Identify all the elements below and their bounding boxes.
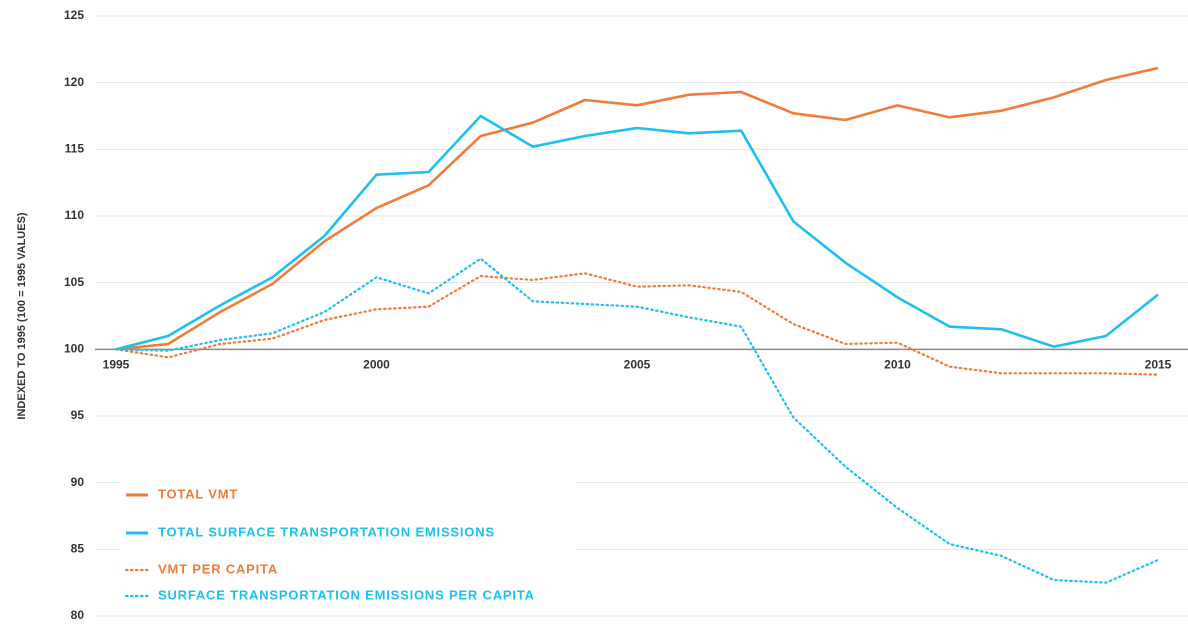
y-tick-label: 85 — [71, 542, 85, 556]
x-tick-label: 2010 — [884, 358, 911, 372]
legend-background — [120, 480, 575, 610]
legend-label: TOTAL VMT — [158, 486, 238, 501]
legend-label: SURFACE TRANSPORTATION EMISSIONS PER CAP… — [158, 587, 535, 602]
y-tick-label: 110 — [65, 208, 85, 222]
y-tick-label: 125 — [64, 8, 84, 22]
legend-label: VMT PER CAPITA — [158, 561, 278, 576]
series-line — [114, 257, 1160, 584]
y-tick-label: 120 — [64, 75, 84, 89]
legend-label: TOTAL SURFACE TRANSPORTATION EMISSIONS — [158, 524, 495, 539]
y-tick-label: 100 — [64, 342, 84, 356]
y-tick-label: 95 — [71, 408, 85, 422]
series-line — [115, 66, 1159, 351]
x-tick-label: 2015 — [1145, 358, 1172, 372]
x-tick-label: 2000 — [363, 358, 390, 372]
y-tick-label: 80 — [71, 608, 85, 622]
x-tick-label: 1995 — [103, 358, 130, 372]
x-tick-label: 2005 — [624, 358, 651, 372]
y-tick-label: 115 — [65, 142, 85, 156]
series-line — [115, 114, 1159, 351]
series-line — [114, 272, 1160, 376]
y-tick-label: 90 — [71, 475, 85, 489]
y-tick-label: 105 — [64, 275, 84, 289]
legend: TOTAL VMT TOTAL SURFACE TRANSPORTATION EM… — [120, 480, 575, 610]
y-axis-label: INDEXED TO 1995 (100 = 1995 VALUES) — [16, 212, 28, 419]
